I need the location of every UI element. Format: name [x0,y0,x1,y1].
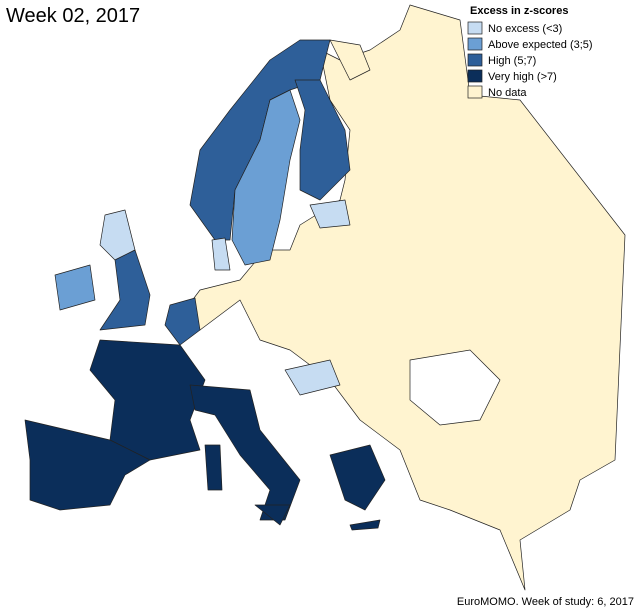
legend-label: Very high (>7) [488,71,557,83]
region-no-excess [284,359,341,396]
region-no-excess [211,237,231,271]
legend-swatch [467,21,483,35]
region-very-high [189,384,301,521]
legend-label: No data [488,87,527,99]
legend-swatch [467,37,483,51]
region-no-data [329,39,371,81]
region-above-expected [231,89,301,266]
region-no-excess [309,199,351,229]
map-title: Week 02, 2017 [6,5,140,27]
legend: Excess in z-scores No excess (<3) Above e… [467,5,593,99]
region-high [294,79,351,201]
legend-swatch [467,69,483,83]
region-very-high [254,504,291,526]
region-very-high [329,444,386,511]
legend-label: High (5;7) [488,55,536,67]
legend-label: Above expected (3;5) [488,39,593,51]
legend-title: Excess in z-scores [470,5,568,17]
region-very-high [24,419,151,511]
legend-label: No excess (<3) [488,23,562,35]
map [24,4,626,591]
region-high [99,249,151,331]
region-very-high [204,444,223,491]
sea [409,349,501,426]
legend-swatch [467,85,483,99]
legend-swatch [467,53,483,67]
region-above-expected [54,264,96,311]
region-no-data [184,4,626,591]
region-very-high [89,339,206,461]
region-very-high [349,519,381,531]
footer: EuroMOMO. Week of study: 6, 2017 [457,596,634,608]
region-high [164,297,201,346]
